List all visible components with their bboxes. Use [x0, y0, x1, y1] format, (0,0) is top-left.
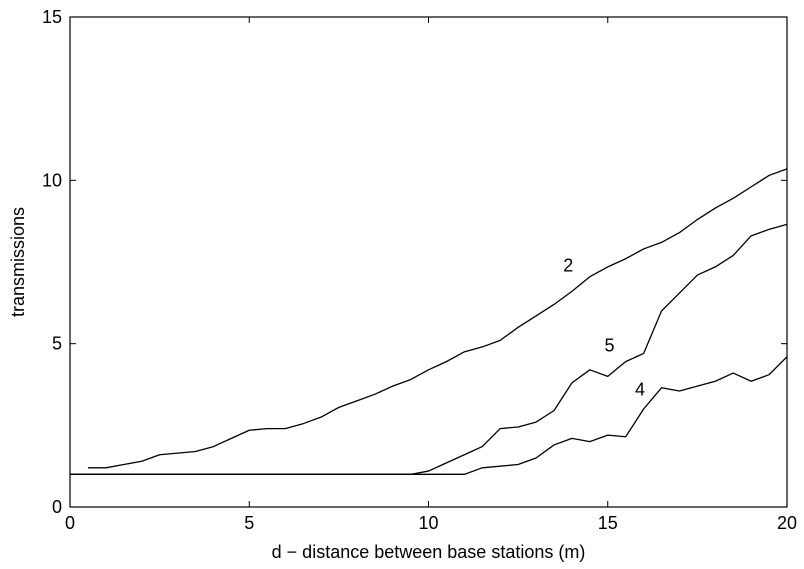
x-axis-label: d − distance between base stations (m) — [272, 542, 586, 562]
series-label-5: 5 — [605, 335, 615, 355]
y-tick-label: 5 — [52, 334, 62, 354]
y-tick-label: 15 — [42, 7, 62, 27]
x-tick-label: 15 — [598, 513, 618, 533]
y-axis-label: transmissions — [8, 207, 28, 317]
ticks-layer: 0 5 10 15 20 0 5 10 15 — [42, 7, 797, 533]
y-tick-label: 10 — [42, 170, 62, 190]
series-layer: 2 5 4 — [70, 168, 788, 475]
series-line-2 — [87, 168, 788, 469]
series-line-4 — [70, 356, 788, 475]
x-tick-label: 10 — [418, 513, 438, 533]
x-tick-label: 5 — [244, 513, 254, 533]
series-line-5 — [70, 223, 788, 475]
plot-frame — [69, 16, 788, 508]
series-label-4: 4 — [635, 379, 645, 399]
x-tick-label: 0 — [65, 513, 75, 533]
y-tick-label: 0 — [52, 497, 62, 517]
series-label-2: 2 — [563, 255, 573, 275]
x-tick-label: 20 — [777, 513, 797, 533]
